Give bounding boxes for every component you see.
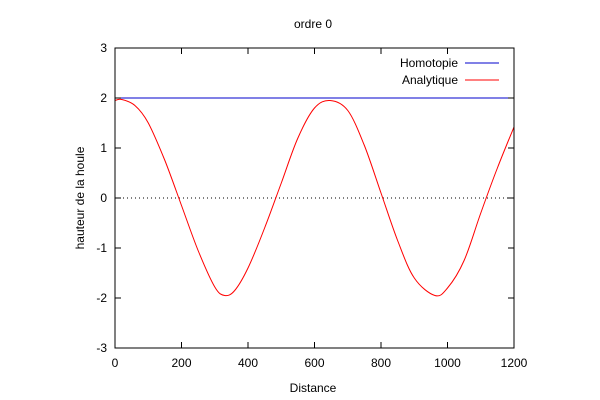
- chart-title: ordre 0: [294, 17, 332, 31]
- y-tick-label: -3: [96, 341, 107, 355]
- y-tick-label: -1: [96, 241, 107, 255]
- x-tick-label: 800: [371, 356, 391, 370]
- y-tick-label: 1: [100, 141, 107, 155]
- x-tick-label: 0: [112, 356, 119, 370]
- x-tick-label: 1200: [501, 356, 528, 370]
- y-tick-label: 0: [100, 191, 107, 205]
- y-tick-label: -2: [96, 291, 107, 305]
- x-tick-label: 600: [304, 356, 324, 370]
- y-axis-label: hauteur de la houle: [73, 146, 87, 249]
- x-tick-label: 200: [171, 356, 191, 370]
- legend-label-analytique: Analytique: [402, 73, 458, 87]
- x-axis-label: Distance: [290, 381, 337, 395]
- legend-label-homotopie: Homotopie: [400, 56, 458, 70]
- series-line-analytique: [114, 98, 515, 297]
- y-tick-label: 2: [100, 91, 107, 105]
- x-tick-label: 1000: [434, 356, 461, 370]
- plot-frame: [114, 47, 515, 349]
- x-tick-label: 400: [238, 356, 258, 370]
- y-tick-label: 3: [100, 41, 107, 55]
